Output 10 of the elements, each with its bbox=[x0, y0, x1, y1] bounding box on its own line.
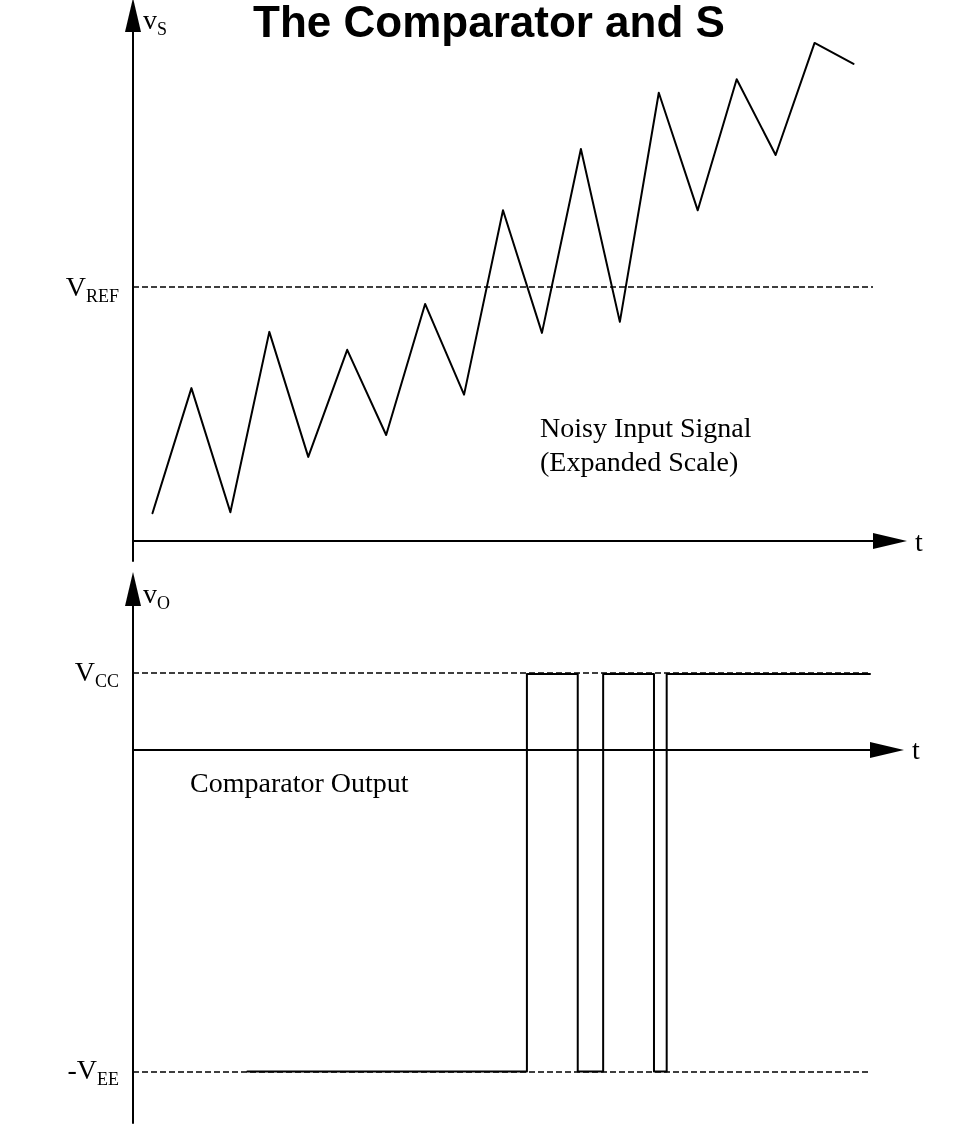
annotation: Noisy Input Signal (Expanded Scale) bbox=[540, 411, 752, 477]
ref-line-label: V$_{CC}$ bbox=[74, 656, 119, 692]
y-axis-title: v$_{O}$ bbox=[143, 578, 170, 614]
ref-line-label: -V$_{EE}$ bbox=[67, 1053, 119, 1089]
chart-title: The Comparator and S bbox=[253, 0, 725, 46]
y-axis-title: v$_{S}$ bbox=[143, 4, 168, 40]
annotation: Comparator Output bbox=[190, 766, 409, 798]
x-axis-title: t bbox=[915, 525, 923, 557]
ref-line-label: V$_{REF}$ bbox=[65, 270, 119, 306]
x-axis-title: t bbox=[912, 734, 920, 766]
